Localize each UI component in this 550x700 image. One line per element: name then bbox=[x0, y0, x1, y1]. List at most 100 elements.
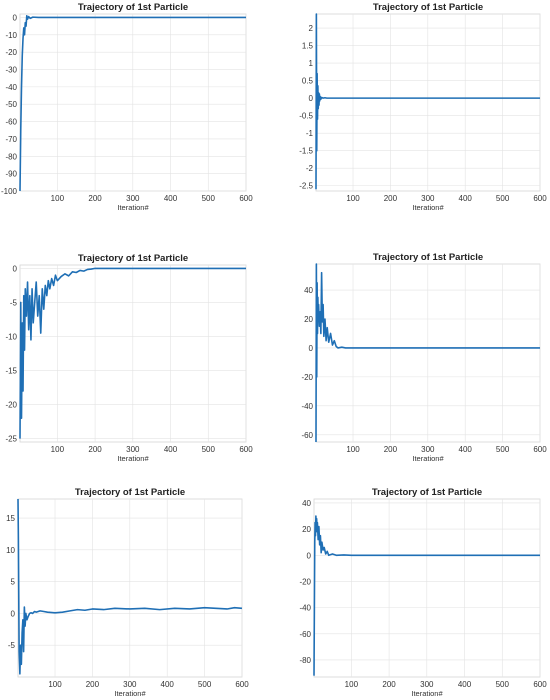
y-tick-label: 20 bbox=[304, 315, 313, 324]
chart-svg: 100 200 300 400 500 60040200-20-40-60Trajecto… bbox=[301, 252, 547, 463]
chart-title: Trajectory of 1st Particle bbox=[372, 487, 482, 498]
y-tick-label: -20 bbox=[299, 577, 311, 586]
y-tick-label: 0 bbox=[309, 94, 314, 103]
chart-title: Trajectory of 1st Particle bbox=[78, 253, 188, 264]
series-line bbox=[313, 515, 540, 676]
x-axis-label: Iteration# bbox=[117, 203, 149, 212]
y-tick-label: 0 bbox=[11, 609, 16, 618]
x-tick-label: 200 bbox=[382, 680, 396, 689]
y-tick-label: 10 bbox=[6, 546, 15, 555]
x-tick-label: 500 bbox=[496, 680, 510, 689]
y-tick-label: -1.5 bbox=[299, 147, 313, 156]
y-tick-label: 1.5 bbox=[302, 42, 314, 51]
x-tick-label: 100 bbox=[346, 194, 360, 203]
x-tick-label: 600 bbox=[533, 194, 547, 203]
x-tick-label: 600 bbox=[533, 445, 547, 454]
y-tick-label: -80 bbox=[5, 152, 17, 161]
chart-svg: 100 200 300 400 500 600 2 1.5 1 0.5 0 -0.5 -1 -1.5 -2 -… bbox=[299, 2, 547, 212]
chart-title: Trajectory of 1st Particle bbox=[373, 252, 483, 263]
x-tick-label: 400 bbox=[164, 194, 178, 203]
x-tick-label: 400 bbox=[164, 445, 178, 454]
x-tick-label: 200 bbox=[88, 194, 102, 203]
y-tick-label: -20 bbox=[5, 401, 17, 410]
y-tick-label: 0 bbox=[13, 264, 18, 273]
x-tick-label: 400 bbox=[458, 680, 472, 689]
y-tick-label: 1 bbox=[309, 59, 314, 68]
x-axis-label: Iteration# bbox=[411, 689, 443, 698]
y-tick-label: -100 bbox=[1, 187, 18, 196]
y-tick-label: -40 bbox=[299, 604, 311, 613]
x-tick-label: 600 bbox=[235, 680, 249, 689]
y-tick-label: -60 bbox=[299, 630, 311, 639]
x-tick-label: 600 bbox=[239, 445, 253, 454]
x-tick-label: 300 bbox=[126, 445, 140, 454]
x-tick-label: 400 bbox=[161, 680, 175, 689]
chart-title: Trajectory of 1st Particle bbox=[75, 487, 185, 498]
y-tick-label: 0 bbox=[309, 344, 314, 353]
x-tick-label: 100 bbox=[346, 445, 360, 454]
y-tick-label: -60 bbox=[5, 118, 17, 127]
chart-panel-middle-left: 100 200 300 400 500 600 0 -5 -10 -15 -20 -25 Traject… bbox=[0, 250, 253, 465]
x-tick-label: 500 bbox=[202, 194, 216, 203]
x-tick-label: 200 bbox=[384, 194, 398, 203]
y-tick-label: -10 bbox=[5, 332, 17, 341]
y-tick-label: -10 bbox=[5, 31, 17, 40]
series-line bbox=[315, 263, 540, 443]
chart-panel-top-left: 100 200 300 400 500 600 0 -10 -20 -30 -40 -50 -60 -70… bbox=[0, 0, 253, 215]
y-tick-label: -40 bbox=[5, 83, 17, 92]
y-tick-label: -60 bbox=[301, 431, 313, 440]
series-line bbox=[17, 498, 243, 675]
x-tick-label: 200 bbox=[384, 445, 398, 454]
y-tick-label: 0 bbox=[307, 551, 312, 560]
x-tick-label: 100 bbox=[51, 445, 65, 454]
chart-title: Trajectory of 1st Particle bbox=[373, 2, 483, 13]
y-tick-label: -20 bbox=[5, 48, 17, 57]
chart-panel-top-right: 100 200 300 400 500 600 2 1.5 1 0.5 0 -0.5 -1 -1.5 -2 -… bbox=[290, 0, 547, 215]
y-tick-label: -20 bbox=[301, 373, 313, 382]
x-tick-label: 100 bbox=[345, 680, 359, 689]
chart-svg: 100 200 300 400 500 600 15 10 5 0 -5 Trajectory of … bbox=[6, 487, 249, 698]
chart-panel-bottom-right: 100 200 300 400 500 600 40 20 0 -20 -40 -60 -80 Traje… bbox=[290, 486, 547, 700]
series-line bbox=[19, 14, 246, 192]
chart-panel-middle-right: 100 200 300 400 500 600 40 20 0 -20 -40 -60 Trajecto… bbox=[290, 250, 547, 465]
y-tick-label: 20 bbox=[302, 525, 311, 534]
y-tick-label: -0.5 bbox=[299, 112, 313, 121]
y-tick-label: 40 bbox=[304, 286, 313, 295]
chart-svg: 100 200 300 400 500 600 0 -5 -10 -15 -20 -25 Traject… bbox=[5, 253, 253, 463]
y-tick-label: -5 bbox=[8, 641, 16, 650]
y-tick-label: -2.5 bbox=[299, 182, 313, 191]
x-tick-label: 300 bbox=[421, 445, 435, 454]
chart-svg: 100 200 300 400 500 60040200-20-40-60-80Traje… bbox=[299, 487, 547, 698]
x-tick-label: 400 bbox=[459, 445, 473, 454]
y-tick-label: -2 bbox=[306, 164, 314, 173]
x-tick-label: 500 bbox=[202, 445, 216, 454]
series-line bbox=[315, 13, 540, 190]
x-axis-label: Iteration# bbox=[117, 454, 149, 463]
y-tick-label: 15 bbox=[6, 514, 15, 523]
y-tick-label: 0.5 bbox=[302, 77, 314, 86]
x-tick-label: 500 bbox=[496, 445, 510, 454]
y-tick-label: 2 bbox=[309, 24, 314, 33]
x-tick-label: 300 bbox=[421, 194, 435, 203]
y-tick-label: -50 bbox=[5, 100, 17, 109]
y-tick-label: -5 bbox=[10, 298, 18, 307]
x-tick-label: 300 bbox=[126, 194, 140, 203]
y-tick-label: -80 bbox=[299, 656, 311, 665]
y-tick-label: -25 bbox=[5, 435, 17, 444]
x-tick-label: 100 bbox=[48, 680, 62, 689]
x-tick-label: 200 bbox=[88, 445, 102, 454]
x-tick-label: 100 bbox=[51, 194, 65, 203]
x-axis-label: Iteration# bbox=[412, 203, 444, 212]
y-tick-label: 0 bbox=[13, 13, 18, 22]
chart-panel-bottom-left: 100 200 300 400 500 600 15 10 5 0 -5 Trajectory of … bbox=[0, 486, 252, 700]
chart-svg: 100 200 300 400 500 600 0 -10 -20 -30 -40 -50 -60 -70… bbox=[1, 2, 253, 212]
y-tick-label: 5 bbox=[11, 578, 16, 587]
x-tick-label: 300 bbox=[420, 680, 434, 689]
x-tick-label: 200 bbox=[86, 680, 100, 689]
y-tick-label: -40 bbox=[301, 402, 313, 411]
x-tick-label: 600 bbox=[239, 194, 253, 203]
x-axis-label: Iteration# bbox=[114, 689, 146, 698]
x-axis-label: Iteration# bbox=[412, 454, 444, 463]
series-line bbox=[19, 267, 246, 439]
x-tick-label: 500 bbox=[496, 194, 510, 203]
